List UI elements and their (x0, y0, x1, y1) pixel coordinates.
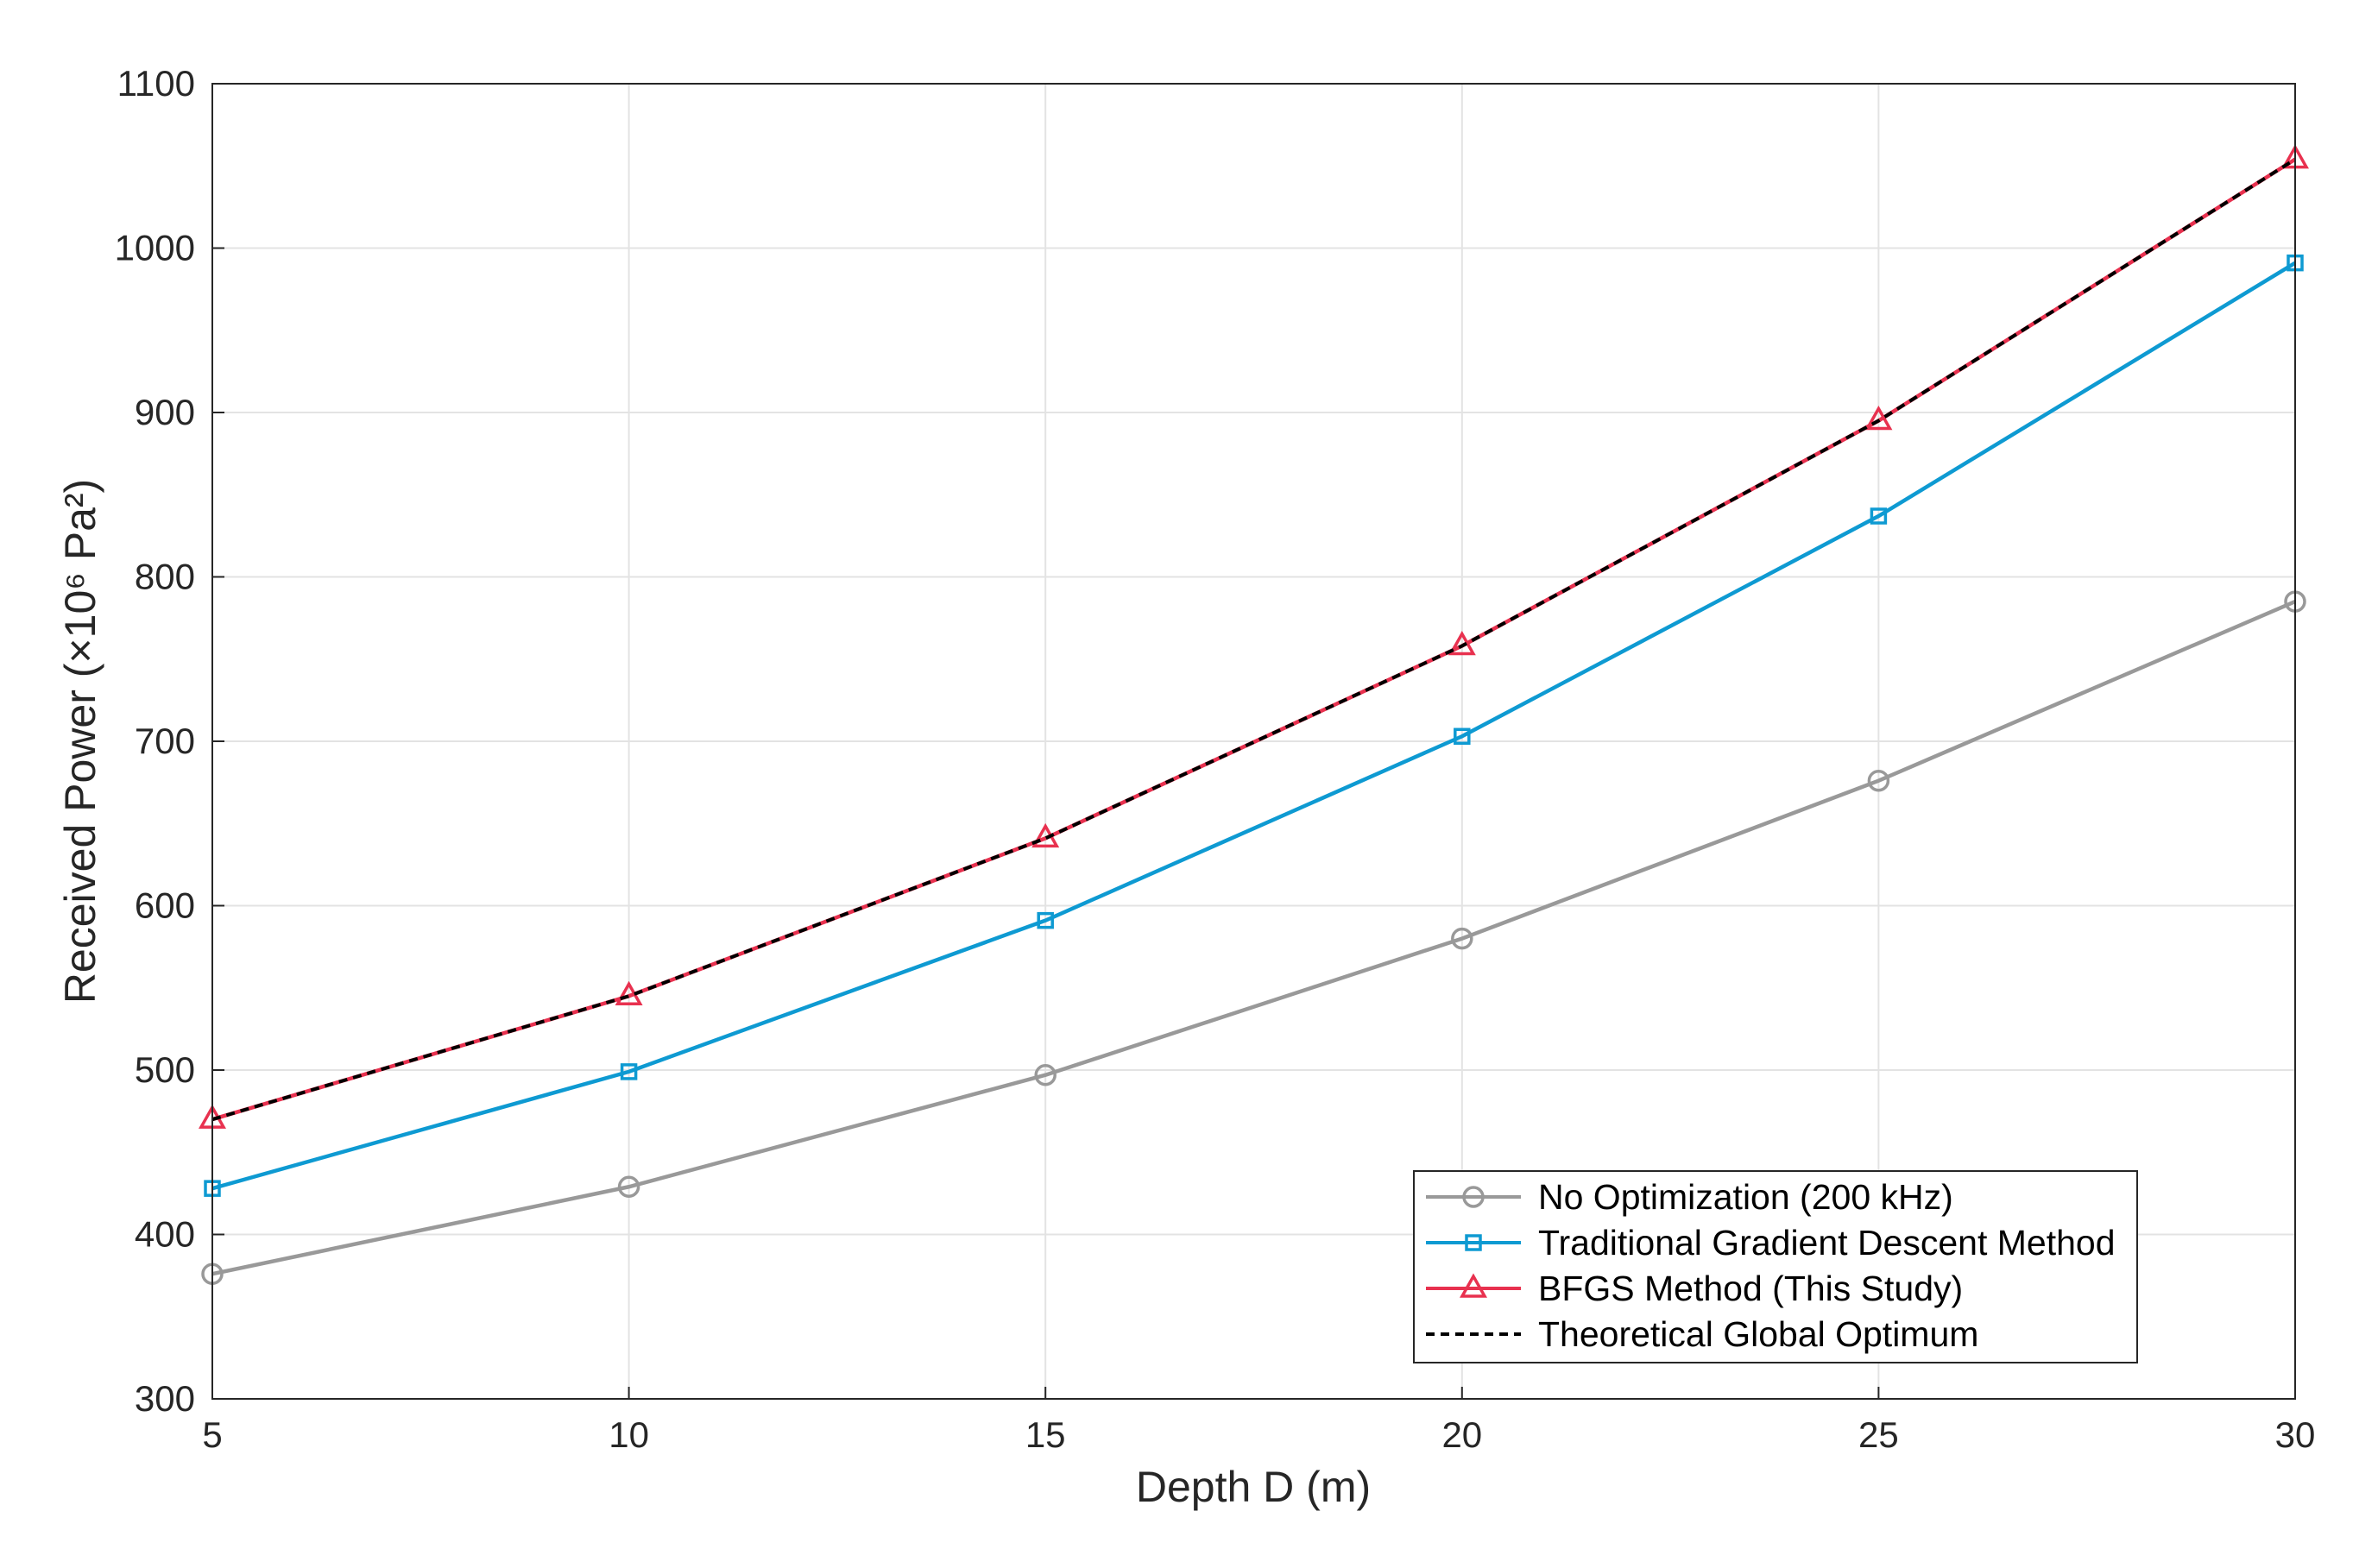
legend-entry: Traditional Gradient Descent Method (1426, 1223, 2116, 1263)
legend: No Optimization (200 kHz) Traditional Gra… (1413, 1170, 2138, 1363)
legend-label: BFGS Method (This Study) (1538, 1269, 1963, 1308)
x-tick-label: 10 (609, 1414, 649, 1455)
data-point-marker (1454, 727, 1471, 746)
x-tick-label: 5 (202, 1414, 222, 1455)
x-tick-label: 25 (1858, 1414, 1899, 1455)
legend-entry: No Optimization (200 kHz) (1426, 1177, 1953, 1217)
data-point-marker (1867, 769, 1890, 792)
legend-entry: Theoretical Global Optimum (1426, 1314, 1978, 1354)
data-point-marker (620, 1063, 638, 1080)
series-line (211, 600, 2296, 1276)
legend-box (1413, 1170, 2138, 1363)
y-tick-label: 1100 (117, 63, 195, 104)
y-tick-label: 600 (135, 885, 195, 926)
legend-entry: BFGS Method (This Study) (1426, 1269, 1963, 1308)
y-tick-label: 1000 (115, 228, 195, 268)
legend-marker (1462, 1186, 1485, 1208)
data-point-marker (1864, 405, 1893, 431)
series-layer (199, 144, 2309, 1285)
x-tick-label: 20 (1441, 1414, 1482, 1455)
y-axis-ticks: 300 400 500 600 700 800 900 1000 1100 (115, 63, 224, 1419)
x-axis-label: Depth D (m) (1136, 1463, 1371, 1511)
y-axis-label: Received Power (×10⁶ Pa²) (56, 479, 104, 1004)
data-point-marker (1451, 927, 1473, 950)
y-tick-label: 300 (135, 1378, 195, 1419)
y-tick-label: 700 (135, 721, 195, 761)
y-tick-label: 900 (135, 392, 195, 432)
legend-label: Theoretical Global Optimum (1538, 1314, 1978, 1354)
legend-marker (1465, 1234, 1482, 1251)
data-point-marker (1448, 630, 1476, 656)
series-4 (211, 157, 2297, 1122)
legend-label: Traditional Gradient Descent Method (1538, 1223, 2116, 1263)
series-line (211, 261, 2297, 1191)
y-tick-label: 400 (135, 1214, 195, 1255)
legend-label: No Optimization (200 kHz) (1538, 1177, 1953, 1217)
y-tick-label: 500 (135, 1049, 195, 1090)
data-point-marker (1870, 507, 1888, 525)
y-tick-label: 800 (135, 557, 195, 597)
x-axis-ticks: 5 10 15 20 25 30 (202, 1387, 2315, 1455)
data-point-marker (1034, 1063, 1057, 1086)
x-tick-label: 30 (2275, 1414, 2316, 1455)
x-tick-label: 15 (1025, 1414, 1066, 1455)
data-point-marker (617, 1175, 640, 1199)
data-point-marker (1037, 911, 1054, 929)
series-line (211, 157, 2297, 1122)
legend-marker (1460, 1273, 1487, 1298)
